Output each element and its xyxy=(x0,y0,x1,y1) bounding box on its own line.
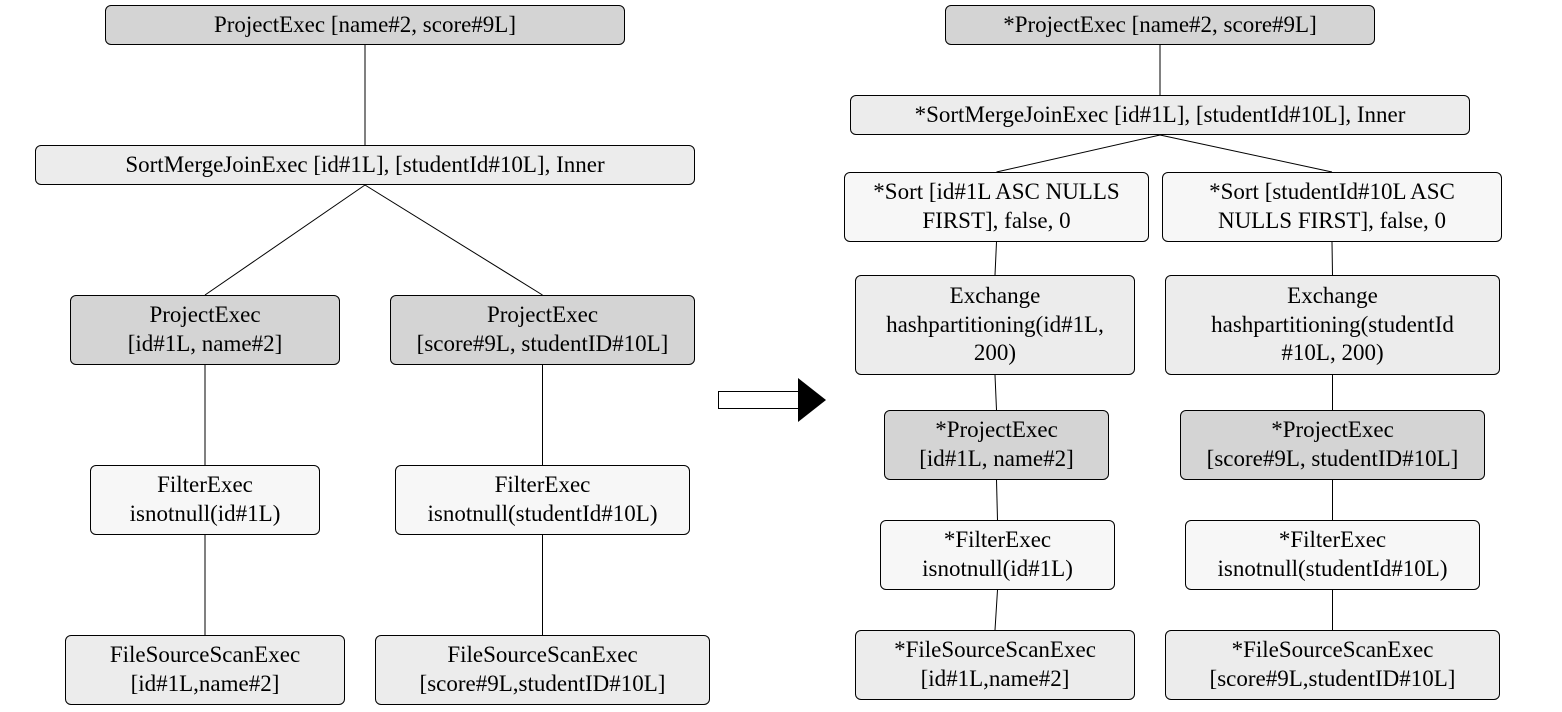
diagram-canvas: ProjectExec [name#2, score#9L] SortMergeJ… xyxy=(0,0,1562,712)
tree-node-label: *FileSourceScanExec xyxy=(1232,636,1434,665)
tree-node-label: *FilterExec xyxy=(1279,526,1386,555)
tree-node: ProjectExec[id#1L, name#2] xyxy=(70,295,340,365)
tree-node-label: ProjectExec xyxy=(487,301,598,330)
tree-node-label: *SortMergeJoinExec [id#1L], [studentId#1… xyxy=(915,101,1406,130)
tree-node-label: *FileSourceScanExec xyxy=(894,636,1096,665)
tree-edge xyxy=(997,480,998,520)
tree-node-label: Exchange xyxy=(950,282,1041,311)
tree-node-label: *ProjectExec [name#2, score#9L] xyxy=(1003,11,1317,40)
tree-node: Exchangehashpartitioning(id#1L,200) xyxy=(855,275,1135,375)
tree-edge xyxy=(365,185,543,295)
tree-node: *ProjectExec[id#1L, name#2] xyxy=(884,410,1109,480)
tree-node-label: hashpartitioning(studentId xyxy=(1211,311,1454,340)
tree-edge xyxy=(1332,242,1333,275)
tree-node: *FileSourceScanExec[id#1L,name#2] xyxy=(855,630,1135,700)
tree-node: FileSourceScanExec[score#9L,studentID#10… xyxy=(375,635,710,705)
tree-node: *Sort [id#1L ASC NULLSFIRST], false, 0 xyxy=(844,172,1149,242)
tree-node-label: Exchange xyxy=(1287,282,1378,311)
tree-edge xyxy=(995,242,997,275)
tree-node-label: isnotnull(studentId#10L) xyxy=(428,500,658,529)
tree-node-label: *FilterExec xyxy=(944,526,1051,555)
tree-node: FilterExecisnotnull(studentId#10L) xyxy=(395,465,690,535)
tree-node: Exchangehashpartitioning(studentId#10L, … xyxy=(1165,275,1500,375)
tree-node: FilterExecisnotnull(id#1L) xyxy=(90,465,320,535)
tree-node-label: ProjectExec xyxy=(149,301,260,330)
tree-node-label: FileSourceScanExec xyxy=(447,641,637,670)
transform-arrow-icon xyxy=(718,378,826,422)
tree-node-label: isnotnull(id#1L) xyxy=(922,555,1073,584)
tree-node-label: *Sort [studentId#10L ASC xyxy=(1209,178,1455,207)
tree-node-label: [id#1L, name#2] xyxy=(128,330,283,359)
tree-node-label: isnotnull(studentId#10L) xyxy=(1218,555,1448,584)
tree-node-label: [id#1L, name#2] xyxy=(919,445,1074,474)
tree-node-label: FIRST], false, 0 xyxy=(922,207,1070,236)
tree-edge xyxy=(205,185,365,295)
tree-node-label: *Sort [id#1L ASC NULLS xyxy=(873,178,1119,207)
tree-node-label: hashpartitioning(id#1L, xyxy=(886,311,1104,340)
tree-node-label: *ProjectExec xyxy=(935,416,1058,445)
tree-node: *FilterExecisnotnull(studentId#10L) xyxy=(1185,520,1480,590)
tree-node-label: ProjectExec [name#2, score#9L] xyxy=(214,11,516,40)
tree-node-label: #10L, 200) xyxy=(1281,339,1383,368)
tree-node: *ProjectExec[score#9L, studentID#10L] xyxy=(1180,410,1485,480)
tree-node-label: [id#1L,name#2] xyxy=(921,665,1070,694)
tree-node: ProjectExec [name#2, score#9L] xyxy=(105,5,625,45)
tree-edge xyxy=(1160,135,1332,172)
tree-node: *ProjectExec [name#2, score#9L] xyxy=(945,5,1375,45)
tree-node-label: 200) xyxy=(974,339,1016,368)
tree-edge xyxy=(995,590,998,630)
tree-edge xyxy=(997,135,1161,172)
tree-node-label: *ProjectExec xyxy=(1271,416,1394,445)
tree-node-label: [id#1L,name#2] xyxy=(131,670,280,699)
tree-node: ProjectExec[score#9L, studentID#10L] xyxy=(390,295,695,365)
tree-node-label: NULLS FIRST], false, 0 xyxy=(1218,207,1446,236)
tree-node-label: FileSourceScanExec xyxy=(110,641,300,670)
tree-node-label: [score#9L,studentID#10L] xyxy=(420,670,666,699)
tree-node: *FileSourceScanExec[score#9L,studentID#1… xyxy=(1165,630,1500,700)
tree-node-label: FilterExec xyxy=(157,471,253,500)
tree-node-label: [score#9L, studentID#10L] xyxy=(1207,445,1459,474)
tree-edge xyxy=(995,375,997,410)
tree-node: SortMergeJoinExec [id#1L], [studentId#10… xyxy=(35,145,695,185)
tree-node-label: SortMergeJoinExec [id#1L], [studentId#10… xyxy=(125,151,604,180)
tree-node-label: [score#9L,studentID#10L] xyxy=(1210,665,1456,694)
tree-node: *SortMergeJoinExec [id#1L], [studentId#1… xyxy=(850,95,1470,135)
tree-node: *Sort [studentId#10L ASCNULLS FIRST], fa… xyxy=(1162,172,1502,242)
tree-node: FileSourceScanExec[id#1L,name#2] xyxy=(65,635,345,705)
tree-node-label: isnotnull(id#1L) xyxy=(130,500,281,529)
tree-node: *FilterExecisnotnull(id#1L) xyxy=(880,520,1115,590)
tree-node-label: FilterExec xyxy=(495,471,591,500)
tree-node-label: [score#9L, studentID#10L] xyxy=(417,330,669,359)
